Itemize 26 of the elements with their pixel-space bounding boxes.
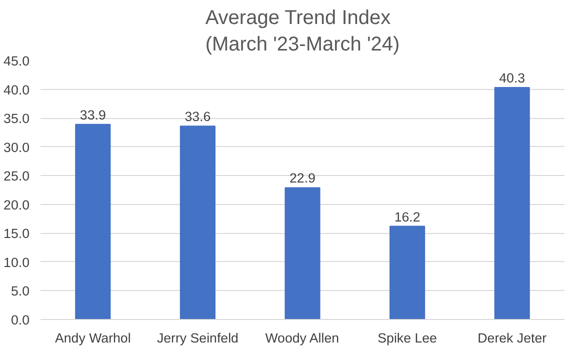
y-tick-label: 10.0 — [4, 254, 30, 270]
x-tick-label: Spike Lee — [378, 330, 437, 346]
data-label: 40.3 — [499, 70, 526, 86]
y-tick-label: 40.0 — [4, 82, 30, 98]
y-tick-label: 35.0 — [4, 111, 30, 126]
x-tick-label: Andy Warhol — [55, 330, 131, 346]
bar — [284, 187, 320, 320]
data-label: 22.9 — [290, 170, 316, 186]
y-tick-label: 5.0 — [10, 284, 30, 299]
data-label: 33.6 — [184, 109, 211, 124]
bar — [75, 124, 111, 320]
y-tick-label: 45.0 — [4, 54, 30, 68]
x-tick-label: Woody Allen — [265, 330, 340, 346]
x-tick-label: Jerry Seinfeld — [156, 330, 238, 346]
x-tick-label: Derek Jeter — [478, 330, 548, 346]
chart-title: Average Trend Index (March '23-March '24) — [205, 7, 400, 56]
bar — [494, 87, 530, 320]
y-tick-label: 0.0 — [10, 312, 30, 328]
y-tick-label: 30.0 — [4, 140, 30, 155]
data-label: 33.9 — [80, 107, 106, 122]
bar — [390, 226, 426, 320]
data-label: 16.2 — [394, 209, 420, 224]
y-tick-label: 25.0 — [4, 168, 30, 184]
bar — [180, 126, 216, 320]
y-tick-label: 20.0 — [4, 197, 30, 212]
y-tick-label: 15.0 — [4, 226, 30, 242]
